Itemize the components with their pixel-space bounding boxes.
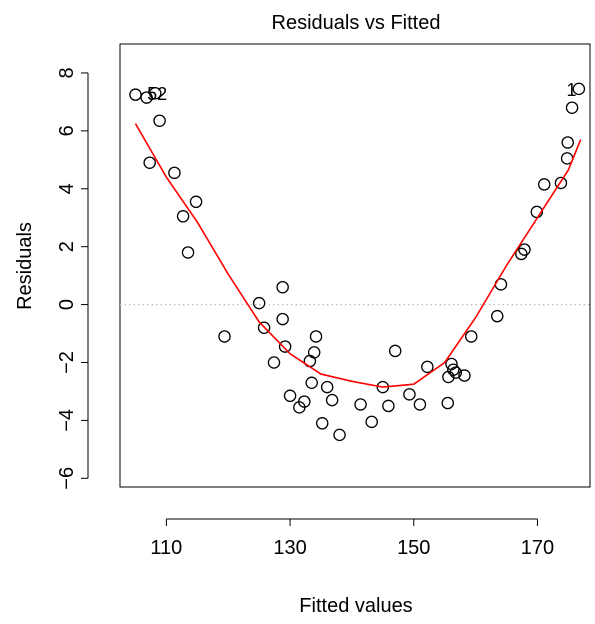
data-point — [143, 156, 156, 169]
data-point — [518, 243, 531, 256]
data-point — [305, 376, 318, 390]
data-point — [388, 344, 402, 358]
data-point — [309, 330, 323, 343]
data-point — [320, 380, 334, 394]
data-point — [458, 369, 471, 382]
data-point — [298, 395, 311, 408]
y-tick-label: 4 — [56, 183, 78, 194]
data-point — [315, 417, 329, 430]
data-point — [441, 396, 455, 410]
plot-frame — [119, 43, 591, 488]
data-point — [449, 366, 463, 379]
data-point — [325, 393, 339, 407]
data-point — [554, 176, 568, 190]
chart-title: Residuals vs Fitted — [272, 12, 441, 34]
data-point — [278, 340, 292, 353]
y-tick-label: −4 — [56, 409, 78, 432]
data-point — [189, 195, 203, 209]
data-point — [572, 82, 586, 96]
x-tick-label: 150 — [397, 537, 430, 559]
data-point — [283, 389, 297, 403]
data-point — [447, 363, 460, 376]
data-point — [365, 415, 378, 429]
y-tick-label: 2 — [56, 241, 78, 252]
point-annotation: 1 — [566, 80, 576, 100]
data-point — [465, 330, 478, 343]
data-point — [382, 399, 395, 413]
data-point — [148, 86, 162, 100]
data-point — [129, 88, 142, 101]
data-point — [153, 114, 166, 127]
data-point — [537, 178, 551, 191]
y-axis-label: Residuals — [14, 222, 36, 310]
data-point — [354, 398, 367, 411]
data-point — [333, 428, 346, 442]
data-point — [218, 330, 231, 343]
data-point — [276, 280, 289, 294]
data-point — [561, 136, 574, 149]
data-point — [267, 356, 281, 369]
data-point — [421, 360, 434, 374]
data-point — [413, 398, 427, 411]
data-point — [565, 101, 579, 114]
y-tick-label: 0 — [56, 299, 78, 310]
y-tick-label: −6 — [56, 467, 78, 490]
data-point — [403, 388, 416, 401]
data-point — [176, 210, 190, 223]
data-point — [257, 321, 271, 335]
data-point — [168, 166, 181, 180]
plot-area: 110 130 150 170 −6 −4 −2 0 2 4 6 8 52 1 — [56, 43, 591, 559]
data-point — [276, 312, 289, 326]
smooth-line — [134, 123, 582, 388]
data-point — [490, 309, 504, 323]
data-point — [307, 346, 321, 359]
x-tick-label: 110 — [150, 537, 182, 559]
y-tick-label: −2 — [56, 351, 78, 374]
y-tick-label: 6 — [56, 125, 78, 136]
data-point — [252, 296, 266, 310]
point-annotation: 52 — [147, 84, 167, 104]
x-axis-label: Fitted values — [299, 595, 412, 617]
x-tick-label: 130 — [273, 537, 306, 559]
data-point — [181, 246, 195, 259]
x-tick-label: 170 — [521, 537, 554, 559]
y-tick-label: 8 — [56, 67, 78, 78]
